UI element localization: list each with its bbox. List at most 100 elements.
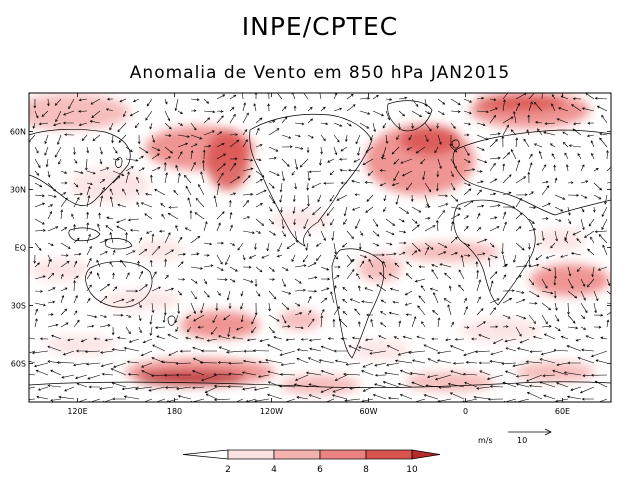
wind-vector xyxy=(201,374,218,382)
wind-vector xyxy=(385,230,395,236)
wind-vector xyxy=(567,206,571,216)
wind-vector xyxy=(33,254,37,264)
wind-vector xyxy=(333,107,343,112)
wind-vector xyxy=(273,336,283,340)
wind-vector xyxy=(242,265,252,269)
wind-vector xyxy=(562,131,569,136)
colorbar-label: 6 xyxy=(317,465,323,475)
wind-vector xyxy=(476,169,483,173)
wind-vector xyxy=(476,158,488,164)
wind-vector xyxy=(253,103,257,112)
wind-vector xyxy=(586,278,595,288)
wind-vector xyxy=(489,204,501,208)
wind-vector xyxy=(212,314,218,324)
wind-vector xyxy=(74,398,88,402)
wind-vector xyxy=(588,218,595,227)
wind-vector xyxy=(541,217,549,220)
wind-vector xyxy=(47,323,59,328)
wind-vector xyxy=(110,368,127,376)
wind-vector xyxy=(112,272,115,280)
wind-vector xyxy=(73,192,84,196)
wind-vector xyxy=(572,122,582,126)
wind-vector xyxy=(286,242,296,249)
wind-vector xyxy=(125,171,130,184)
wind-vector xyxy=(216,266,224,271)
wind-vector xyxy=(398,218,405,223)
wind-vector xyxy=(405,273,413,280)
wind-vector xyxy=(154,326,166,330)
wind-vector xyxy=(333,93,338,100)
wind-vector xyxy=(123,346,140,352)
wind-vector xyxy=(489,132,501,136)
wind-vector xyxy=(129,110,140,117)
wind-vector xyxy=(294,230,299,243)
wind-vector xyxy=(502,325,509,329)
wind-vector xyxy=(255,230,262,234)
wind-vector xyxy=(167,212,179,220)
wind-vector xyxy=(203,278,207,285)
wind-vector xyxy=(593,194,602,200)
wind-vector xyxy=(175,362,192,365)
wind-vector xyxy=(424,205,431,209)
wind-vector xyxy=(128,338,140,343)
wind-vector xyxy=(226,290,231,301)
wind-vector xyxy=(320,345,335,352)
wind-vector xyxy=(61,374,75,379)
wind-vector xyxy=(542,374,556,378)
wind-vector xyxy=(281,170,285,182)
wind-vector xyxy=(365,146,374,153)
wind-vector xyxy=(242,167,254,172)
wind-vector xyxy=(47,384,62,388)
wind-vector xyxy=(539,381,556,388)
anomaly-patch xyxy=(45,335,115,355)
wind-vector xyxy=(105,108,114,112)
wind-vector xyxy=(229,106,235,112)
wind-vector xyxy=(183,174,192,184)
wind-vector xyxy=(361,370,374,376)
wind-vector xyxy=(62,121,75,125)
wind-vector xyxy=(411,122,414,129)
wind-vector xyxy=(229,113,236,124)
wind-vector xyxy=(424,110,431,114)
wind-vector xyxy=(367,170,374,176)
wind-vector xyxy=(394,359,413,364)
wind-vector xyxy=(99,239,108,244)
wind-vector xyxy=(111,134,114,144)
wind-vector xyxy=(502,99,506,112)
wind-vector xyxy=(86,297,91,304)
wind-vector xyxy=(281,266,289,271)
wind-vector xyxy=(86,245,92,256)
wind-vector xyxy=(425,384,439,388)
wind-vector xyxy=(450,236,458,244)
wind-vector xyxy=(203,264,214,268)
wind-vector xyxy=(167,333,179,340)
wind-vector xyxy=(216,241,225,245)
wind-vector xyxy=(580,218,585,231)
wind-vector xyxy=(330,291,335,304)
wind-vector xyxy=(572,230,582,236)
wind-vector xyxy=(476,110,489,114)
wind-vector xyxy=(567,193,580,197)
wind-vector xyxy=(554,302,558,311)
wind-vector xyxy=(164,386,179,389)
wind-vector xyxy=(203,98,210,104)
wind-vector xyxy=(437,251,447,256)
wind-vector xyxy=(229,192,237,196)
wind-vector xyxy=(372,230,380,237)
wind-vector xyxy=(320,370,335,376)
wind-vector xyxy=(216,115,224,124)
wind-vector xyxy=(91,110,101,118)
wind-vector xyxy=(177,142,189,148)
wind-vector xyxy=(463,188,472,196)
wind-vector xyxy=(41,110,49,117)
wind-vector xyxy=(361,300,374,304)
wind-vector xyxy=(410,194,414,202)
wind-vector xyxy=(411,110,423,118)
wind-vector xyxy=(528,101,533,112)
wind-vector xyxy=(151,286,161,292)
wind-vector xyxy=(365,206,374,213)
wind-vector xyxy=(73,275,79,280)
wind-vector xyxy=(515,264,528,268)
wind-vector xyxy=(31,350,49,355)
wind-vector xyxy=(199,361,218,365)
